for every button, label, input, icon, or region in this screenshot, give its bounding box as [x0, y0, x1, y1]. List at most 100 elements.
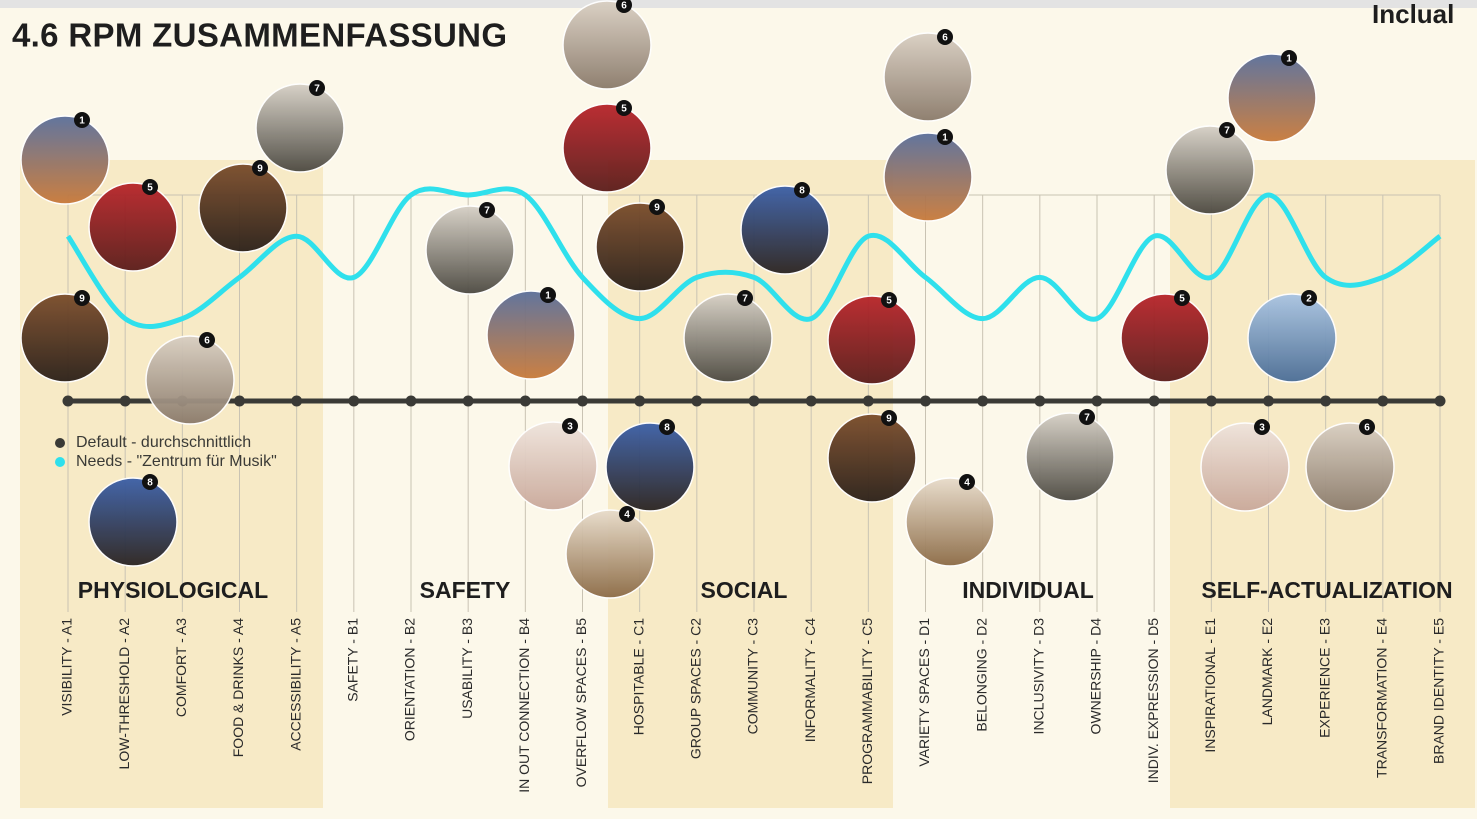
x-tick-label: OWNERSHIP - D4 — [1088, 618, 1104, 735]
photo — [596, 203, 684, 291]
series-point — [348, 396, 359, 407]
series-point — [1092, 396, 1103, 407]
photo — [426, 206, 514, 294]
photo — [89, 478, 177, 566]
x-tick-label: EXPERIENCE - E3 — [1316, 618, 1332, 738]
legend-marker — [55, 457, 65, 467]
corner-text: Inclual — [1372, 0, 1454, 29]
series-point — [406, 396, 417, 407]
photo — [884, 33, 972, 121]
legend-label: Default - durchschnittlich — [76, 434, 251, 451]
photo — [1306, 423, 1394, 511]
photo — [21, 116, 109, 204]
series-point — [1320, 396, 1331, 407]
series-point — [1034, 396, 1045, 407]
photo-number: 7 — [314, 84, 320, 95]
x-tick-label: PROGRAMMABILITY - C5 — [859, 618, 875, 784]
photo — [1166, 126, 1254, 214]
x-tick-label: LANDMARK - E2 — [1259, 618, 1275, 726]
x-tick-label: USABILITY - B3 — [459, 618, 475, 719]
series-point — [291, 396, 302, 407]
photo-number: 9 — [886, 414, 892, 425]
x-tick-label: OVERFLOW SPACES - B5 — [573, 618, 589, 788]
photo-number: 6 — [942, 33, 948, 44]
chart-title: 4.6 RPM ZUSAMMENFASSUNG — [12, 17, 507, 54]
photo — [199, 164, 287, 252]
series-point — [1377, 396, 1388, 407]
photo-number: 7 — [1084, 413, 1090, 424]
group-label: INDIVIDUAL — [962, 577, 1094, 603]
photo-number: 1 — [1286, 54, 1292, 65]
group-label: SAFETY — [420, 577, 511, 603]
x-tick-label: FOOD & DRINKS - A4 — [230, 618, 246, 757]
chart: 4.6 RPM ZUSAMMENFASSUNG Inclual VISIBILI… — [0, 0, 1477, 814]
photo-number: 8 — [799, 186, 805, 197]
x-tick-label: ORIENTATION - B2 — [402, 618, 418, 741]
photo — [89, 183, 177, 271]
photo-number: 7 — [1224, 126, 1230, 137]
photo — [146, 336, 234, 424]
series-point — [577, 396, 588, 407]
x-tick-label: INFORMALITY - C4 — [802, 618, 818, 742]
photo-number: 8 — [147, 478, 153, 489]
x-tick-label: INDIV. EXPRESSION - D5 — [1145, 618, 1161, 783]
group-label: SOCIAL — [701, 577, 788, 603]
photo — [741, 186, 829, 274]
series-point — [463, 396, 474, 407]
series-point — [1435, 396, 1446, 407]
x-tick-label: GROUP SPACES - C2 — [688, 618, 704, 759]
series-point — [1149, 396, 1160, 407]
series-point — [863, 396, 874, 407]
photo-number: 1 — [79, 116, 85, 127]
x-tick-label: BRAND IDENTITY - E5 — [1431, 618, 1447, 764]
photo-number: 5 — [1179, 294, 1185, 305]
series-point — [977, 396, 988, 407]
photo — [1026, 413, 1114, 501]
photo-number: 9 — [79, 294, 85, 305]
photo-number: 4 — [964, 478, 970, 489]
photo-number: 7 — [484, 206, 490, 217]
photo — [256, 84, 344, 172]
photo-number: 3 — [1259, 423, 1265, 434]
photo — [566, 510, 654, 598]
series-point — [749, 396, 760, 407]
series-point — [120, 396, 131, 407]
series-point — [920, 396, 931, 407]
photo-number: 5 — [621, 104, 627, 115]
photo — [1201, 423, 1289, 511]
photo-number: 2 — [1306, 294, 1312, 305]
top-bar — [0, 0, 1477, 8]
x-tick-label: VARIETY SPACES - D1 — [916, 618, 932, 767]
photo — [906, 478, 994, 566]
photo-number: 9 — [654, 203, 660, 214]
x-tick-label: BELONGING - D2 — [973, 618, 989, 732]
x-tick-label: COMMUNITY - C3 — [745, 618, 761, 735]
photo — [828, 296, 916, 384]
x-tick-label: TRANSFORMATION - E4 — [1374, 618, 1390, 778]
photo-number: 6 — [621, 1, 627, 12]
x-tick-label: INSPIRATIONAL - E1 — [1202, 618, 1218, 753]
group-label: SELF-ACTUALIZATION — [1201, 577, 1452, 603]
series-point — [1206, 396, 1217, 407]
series-point — [520, 396, 531, 407]
x-tick-label: VISIBILITY - A1 — [59, 618, 75, 716]
photo-number: 1 — [942, 133, 948, 144]
photo — [509, 422, 597, 510]
photo — [606, 423, 694, 511]
series-point — [634, 396, 645, 407]
photo — [684, 294, 772, 382]
photo — [1248, 294, 1336, 382]
photo — [487, 291, 575, 379]
photo — [1121, 294, 1209, 382]
photo-number: 4 — [624, 510, 630, 521]
photo-number: 8 — [664, 423, 670, 434]
photo-number: 6 — [1364, 423, 1370, 434]
photo-number: 5 — [886, 296, 892, 307]
x-tick-label: LOW-THRESHOLD - A2 — [116, 618, 132, 770]
photo — [884, 133, 972, 221]
series-point — [691, 396, 702, 407]
photo-number: 7 — [742, 294, 748, 305]
group-label: PHYSIOLOGICAL — [78, 577, 268, 603]
x-tick-label: ACCESSIBILITY - A5 — [287, 618, 303, 751]
photo — [21, 294, 109, 382]
